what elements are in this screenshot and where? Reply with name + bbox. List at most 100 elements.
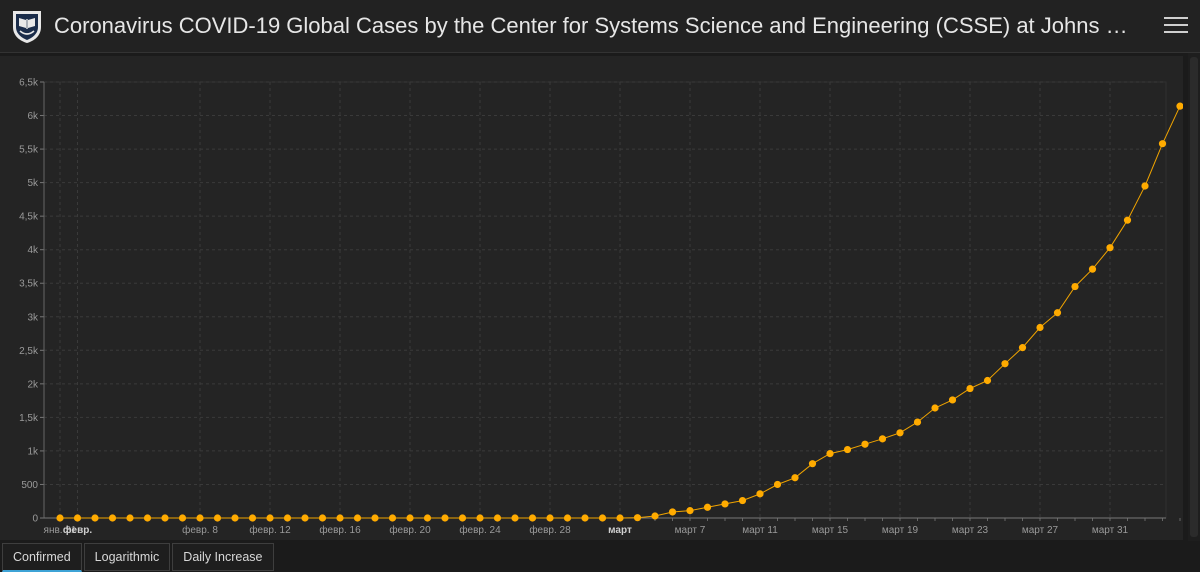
chart-panel bbox=[0, 56, 1183, 540]
data-point[interactable] bbox=[948, 396, 957, 404]
data-point[interactable] bbox=[1053, 309, 1062, 317]
y-tick-label: 1k bbox=[27, 446, 39, 457]
tab-confirmed[interactable]: Confirmed bbox=[2, 543, 82, 572]
data-point[interactable] bbox=[1088, 265, 1097, 273]
x-tick-label: март 23 bbox=[952, 525, 989, 536]
data-point[interactable] bbox=[756, 490, 764, 498]
data-point[interactable] bbox=[213, 514, 222, 522]
data-point[interactable] bbox=[738, 496, 747, 505]
x-tick-label: февр. 24 bbox=[459, 524, 501, 536]
app-header: Coronavirus COVID-19 Global Cases by the… bbox=[0, 0, 1200, 53]
data-point[interactable] bbox=[476, 514, 484, 522]
data-point[interactable] bbox=[563, 514, 572, 522]
data-point[interactable] bbox=[668, 508, 677, 516]
data-point[interactable] bbox=[318, 514, 327, 522]
confirmed-cases-chart: 0 500 1k 1,5k 2k 2,5k 3k 3,5k 4k 4,5k 5k 5,5k 6k 6,5k… bbox=[19, 78, 1183, 536]
data-point[interactable] bbox=[773, 480, 782, 489]
data-point[interactable] bbox=[896, 429, 904, 437]
data-point[interactable] bbox=[616, 514, 624, 522]
y-tick-label: 4k bbox=[27, 245, 39, 256]
data-point[interactable] bbox=[1123, 216, 1132, 224]
data-point[interactable] bbox=[353, 514, 362, 522]
y-tick-label: 6,5k bbox=[19, 78, 39, 89]
data-point[interactable] bbox=[283, 514, 292, 522]
data-point[interactable] bbox=[721, 500, 729, 508]
data-point[interactable] bbox=[423, 514, 432, 522]
y-tick-label: 5,5k bbox=[19, 145, 39, 156]
data-point[interactable] bbox=[301, 514, 309, 522]
data-point[interactable] bbox=[931, 404, 939, 412]
scrollbar[interactable] bbox=[1188, 53, 1200, 541]
data-point[interactable] bbox=[406, 514, 414, 522]
data-point[interactable] bbox=[511, 514, 519, 522]
data-point[interactable] bbox=[686, 507, 694, 515]
data-point[interactable] bbox=[1018, 344, 1027, 352]
x-tick-label: март 31 bbox=[1092, 525, 1129, 536]
data-point[interactable] bbox=[248, 514, 257, 522]
data-point[interactable] bbox=[108, 514, 117, 522]
data-point[interactable] bbox=[1001, 360, 1009, 368]
chart-tabs: Confirmed Logarithmic Daily Increase bbox=[0, 543, 274, 572]
y-tick-label: 3k bbox=[27, 312, 39, 323]
data-point[interactable] bbox=[266, 514, 274, 522]
data-point[interactable] bbox=[878, 435, 887, 443]
data-point[interactable] bbox=[546, 514, 554, 522]
data-point[interactable] bbox=[493, 514, 502, 522]
data-point[interactable] bbox=[1158, 140, 1167, 148]
x-tick-label: март 7 bbox=[675, 525, 706, 536]
data-point[interactable] bbox=[126, 514, 134, 522]
data-point[interactable] bbox=[458, 514, 467, 522]
x-tick-label: февр. 8 bbox=[182, 524, 218, 536]
data-point[interactable] bbox=[1036, 323, 1044, 332]
data-point[interactable] bbox=[388, 514, 397, 522]
data-point[interactable] bbox=[826, 450, 834, 458]
data-point[interactable] bbox=[913, 418, 922, 426]
x-tick-label: февр. 20 bbox=[389, 524, 431, 536]
y-tick-label: 1,5k bbox=[19, 413, 39, 424]
data-point[interactable] bbox=[1141, 182, 1149, 190]
data-point[interactable] bbox=[983, 376, 992, 385]
data-point[interactable] bbox=[1071, 282, 1079, 291]
x-tick-label: февр. 16 bbox=[319, 524, 361, 536]
data-point[interactable] bbox=[966, 384, 974, 393]
y-tick-label: 4,5k bbox=[19, 212, 39, 223]
data-point[interactable] bbox=[808, 460, 817, 468]
data-point[interactable] bbox=[178, 514, 187, 522]
university-shield-icon bbox=[13, 11, 41, 43]
data-point[interactable] bbox=[651, 512, 659, 520]
y-tick-label: 2,5k bbox=[19, 346, 39, 357]
data-point[interactable] bbox=[73, 514, 82, 522]
data-point[interactable] bbox=[861, 440, 869, 448]
tab-daily-increase[interactable]: Daily Increase bbox=[172, 543, 274, 571]
data-point[interactable] bbox=[1106, 244, 1114, 252]
data-point[interactable] bbox=[231, 514, 239, 522]
data-point[interactable] bbox=[441, 514, 449, 522]
page-title: Coronavirus COVID-19 Global Cases by the… bbox=[54, 13, 1134, 38]
data-point[interactable] bbox=[581, 514, 589, 522]
data-point[interactable] bbox=[1176, 102, 1183, 110]
data-point[interactable] bbox=[161, 514, 169, 522]
tab-logarithmic[interactable]: Logarithmic bbox=[83, 543, 171, 571]
x-tick-label: янв. 31 bbox=[44, 525, 77, 536]
data-point[interactable] bbox=[56, 514, 64, 522]
data-point[interactable] bbox=[196, 514, 204, 522]
data-point[interactable] bbox=[633, 514, 642, 522]
x-tick-label: февр. bbox=[63, 524, 92, 536]
x-tick-label: март bbox=[608, 525, 632, 536]
data-point[interactable] bbox=[598, 514, 607, 522]
y-tick-label: 0 bbox=[32, 514, 38, 525]
data-point[interactable] bbox=[91, 514, 99, 522]
hamburger-menu-icon[interactable] bbox=[1164, 12, 1188, 38]
x-tick-label: март 15 bbox=[812, 525, 849, 536]
data-point[interactable] bbox=[371, 514, 379, 522]
y-tick-label: 5k bbox=[27, 178, 39, 189]
x-tick-label: февр. 12 bbox=[249, 524, 291, 536]
data-point[interactable] bbox=[143, 514, 152, 522]
data-point[interactable] bbox=[791, 474, 799, 482]
data-point[interactable] bbox=[528, 514, 537, 522]
x-tick-label: март 27 bbox=[1022, 525, 1059, 536]
data-point[interactable] bbox=[843, 445, 852, 454]
data-point[interactable] bbox=[703, 503, 712, 511]
x-tick-label: февр. 28 bbox=[529, 524, 571, 536]
data-point[interactable] bbox=[336, 514, 344, 522]
